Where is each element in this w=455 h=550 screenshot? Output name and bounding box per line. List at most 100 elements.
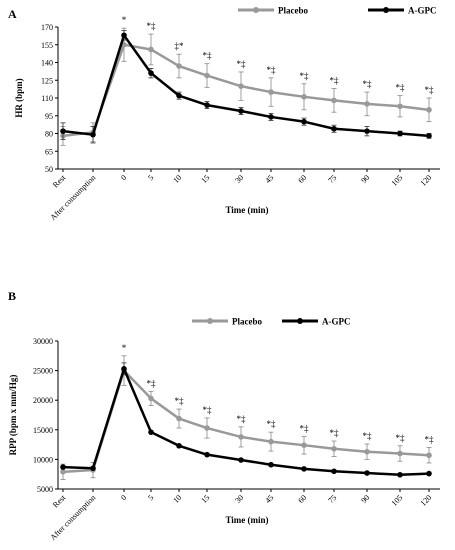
significance-mark: *‡	[175, 396, 185, 406]
x-tick-label: 75	[326, 173, 338, 185]
y-tick-label: 10000	[33, 455, 53, 464]
data-point-agpc	[176, 442, 182, 449]
x-tick-label: 0	[119, 173, 128, 182]
y-tick-label: 25000	[33, 367, 53, 376]
x-tick-label: 105	[390, 493, 405, 508]
x-tick-label: 90	[359, 493, 371, 505]
significance-mark: *‡	[147, 378, 157, 388]
x-tick-label: 120	[419, 173, 434, 188]
data-point-agpc	[397, 130, 403, 137]
significance-mark: *‡	[267, 65, 277, 75]
significance-mark: *‡	[396, 83, 406, 93]
significance-mark: *‡	[425, 435, 435, 445]
data-point-placebo	[204, 72, 210, 79]
data-point-placebo	[148, 395, 154, 402]
y-tick-label: 95	[45, 112, 53, 121]
data-point-agpc	[60, 128, 66, 134]
significance-mark: *‡	[300, 71, 310, 81]
x-tick-label: 60	[296, 493, 308, 505]
significance-mark: *‡	[363, 431, 373, 441]
x-axis-title: Time (min)	[225, 515, 268, 525]
data-point-agpc	[268, 114, 274, 120]
significance-mark: *‡	[203, 51, 213, 61]
chart-panel-b: B50001000015000200002500030000RestAfter …	[8, 289, 440, 542]
data-point-placebo	[60, 469, 66, 475]
significance-mark: *	[122, 343, 127, 353]
data-point-agpc	[148, 70, 154, 76]
significance-mark: *‡	[300, 423, 310, 433]
data-point-agpc	[238, 108, 244, 114]
x-tick-label: 90	[359, 173, 371, 185]
data-point-placebo	[268, 438, 274, 445]
significance-mark: *	[122, 15, 127, 25]
significance-mark: ‡*	[175, 41, 185, 51]
y-tick-label: 5000	[37, 485, 53, 494]
significance-mark: *‡	[330, 76, 340, 86]
data-point-placebo	[426, 452, 432, 459]
data-point-agpc	[238, 457, 244, 463]
data-point-agpc	[176, 92, 182, 99]
data-point-placebo	[176, 415, 182, 422]
x-tick-label: 5	[146, 493, 155, 502]
x-tick-label: 60	[296, 173, 308, 185]
y-tick-label: 50	[45, 165, 53, 174]
y-axis-title: RPP (bpm x mm/Hg)	[8, 375, 18, 456]
data-point-agpc	[121, 32, 127, 39]
x-tick-label: 30	[233, 493, 245, 505]
data-point-agpc	[204, 102, 210, 108]
panel-label: B	[8, 289, 16, 303]
significance-mark: *‡	[237, 59, 247, 69]
y-tick-label: 110	[41, 94, 53, 103]
data-point-agpc	[60, 464, 66, 470]
legend-marker-agpc	[297, 318, 303, 324]
data-point-agpc	[301, 118, 307, 125]
data-point-agpc	[204, 451, 210, 458]
y-tick-label: 125	[41, 76, 53, 85]
data-point-placebo	[176, 63, 182, 69]
y-tick-label: 15000	[33, 426, 53, 435]
data-point-agpc	[90, 131, 96, 138]
legend-label-placebo: Placebo	[278, 6, 308, 16]
x-tick-label: 5	[146, 173, 155, 182]
data-point-agpc	[426, 133, 432, 139]
data-point-placebo	[238, 434, 244, 440]
x-tick-label: 120	[419, 493, 434, 508]
y-tick-label: 140	[41, 59, 53, 68]
legend-label-agpc: A-GPC	[322, 317, 351, 327]
legend-label-placebo: Placebo	[232, 317, 262, 327]
data-point-agpc	[90, 465, 96, 472]
data-point-agpc	[364, 128, 370, 134]
x-tick-label: Rest	[51, 173, 68, 190]
x-tick-label: Rest	[51, 493, 68, 510]
data-point-placebo	[331, 445, 337, 452]
data-point-agpc	[268, 461, 274, 468]
data-point-placebo	[301, 442, 307, 448]
x-axis-title: Time (min)	[225, 205, 268, 215]
data-point-placebo	[148, 46, 154, 53]
y-tick-label: 20000	[33, 396, 53, 405]
x-tick-label: 0	[119, 493, 128, 502]
y-tick-label: 170	[41, 23, 53, 32]
x-tick-label: 15	[199, 493, 211, 505]
significance-mark: *‡	[237, 414, 247, 424]
data-point-placebo	[331, 97, 337, 104]
data-point-placebo	[301, 94, 307, 100]
significance-mark: *‡	[363, 79, 373, 89]
data-point-agpc	[301, 466, 307, 472]
y-tick-label: 30000	[33, 337, 53, 346]
significance-mark: *‡	[396, 433, 406, 443]
significance-mark: *‡	[203, 405, 213, 415]
x-tick-label: 75	[326, 493, 338, 505]
legend-label-agpc: A-GPC	[408, 6, 437, 16]
data-point-placebo	[238, 83, 244, 89]
data-point-agpc	[426, 470, 432, 477]
data-point-agpc	[397, 471, 403, 478]
data-point-placebo	[397, 103, 403, 110]
data-point-placebo	[204, 425, 210, 431]
x-tick-label: 10	[171, 173, 183, 185]
x-tick-label: 105	[390, 173, 405, 188]
legend-marker-placebo	[207, 318, 213, 324]
data-point-agpc	[121, 366, 127, 372]
x-tick-label: 30	[233, 173, 245, 185]
